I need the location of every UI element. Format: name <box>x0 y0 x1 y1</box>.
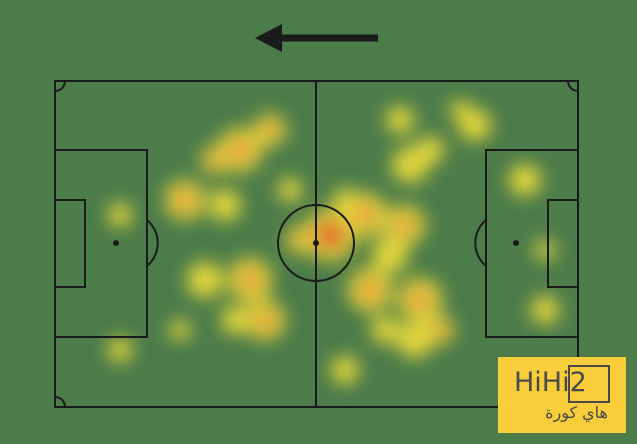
right-goal-area <box>547 199 579 288</box>
left-goal-area <box>54 199 86 288</box>
center-spot <box>313 240 319 246</box>
heat-blob <box>450 100 470 120</box>
heat-blob <box>221 306 249 334</box>
corner-arc <box>567 80 579 92</box>
heat-blob <box>371 316 399 344</box>
left-penalty-spot <box>113 240 119 246</box>
heat-blob <box>314 219 346 251</box>
heat-blob <box>226 136 254 164</box>
left-penalty-arc <box>146 219 159 267</box>
heat-blob <box>187 262 223 298</box>
heat-blob <box>333 188 357 212</box>
logo-latin-text: HiHi2 <box>514 367 587 398</box>
heat-blob <box>260 120 280 140</box>
heat-blob <box>206 151 224 169</box>
heat-blob <box>278 178 302 202</box>
logo-arabic-text: هاي كورة <box>545 403 608 422</box>
heat-blob <box>431 321 449 339</box>
heatmap-layer <box>108 100 559 384</box>
heat-blob <box>372 237 408 273</box>
heat-blob <box>393 213 417 237</box>
hihi2-logo: HiHi2 هاي كورة <box>498 357 626 433</box>
heat-blob <box>416 136 444 164</box>
corner-arc <box>54 396 66 408</box>
corner-arc <box>54 80 66 92</box>
logo-frame <box>568 365 610 403</box>
right-penalty-spot <box>513 240 519 246</box>
heat-blob <box>386 106 414 134</box>
heat-blob <box>253 308 277 332</box>
heat-blob <box>406 286 434 314</box>
heat-blob <box>351 201 379 229</box>
heat-blob <box>331 356 359 384</box>
heat-blob <box>108 203 132 227</box>
heat-blob <box>397 322 433 358</box>
heat-blob <box>173 188 197 212</box>
left-penalty-box <box>54 149 148 338</box>
heat-blob <box>170 320 190 340</box>
heat-blob <box>356 276 384 304</box>
heat-blob <box>531 296 559 324</box>
heat-blob <box>509 164 541 196</box>
heat-blob <box>209 189 241 221</box>
center-circle <box>277 204 355 282</box>
heat-blob <box>108 338 132 362</box>
attack-direction-arrow-icon <box>255 24 378 52</box>
pitch-lines <box>54 80 579 408</box>
heat-blob <box>291 231 309 249</box>
heat-blob <box>535 240 555 260</box>
heat-blob <box>236 266 264 294</box>
right-penalty-arc <box>474 219 487 267</box>
